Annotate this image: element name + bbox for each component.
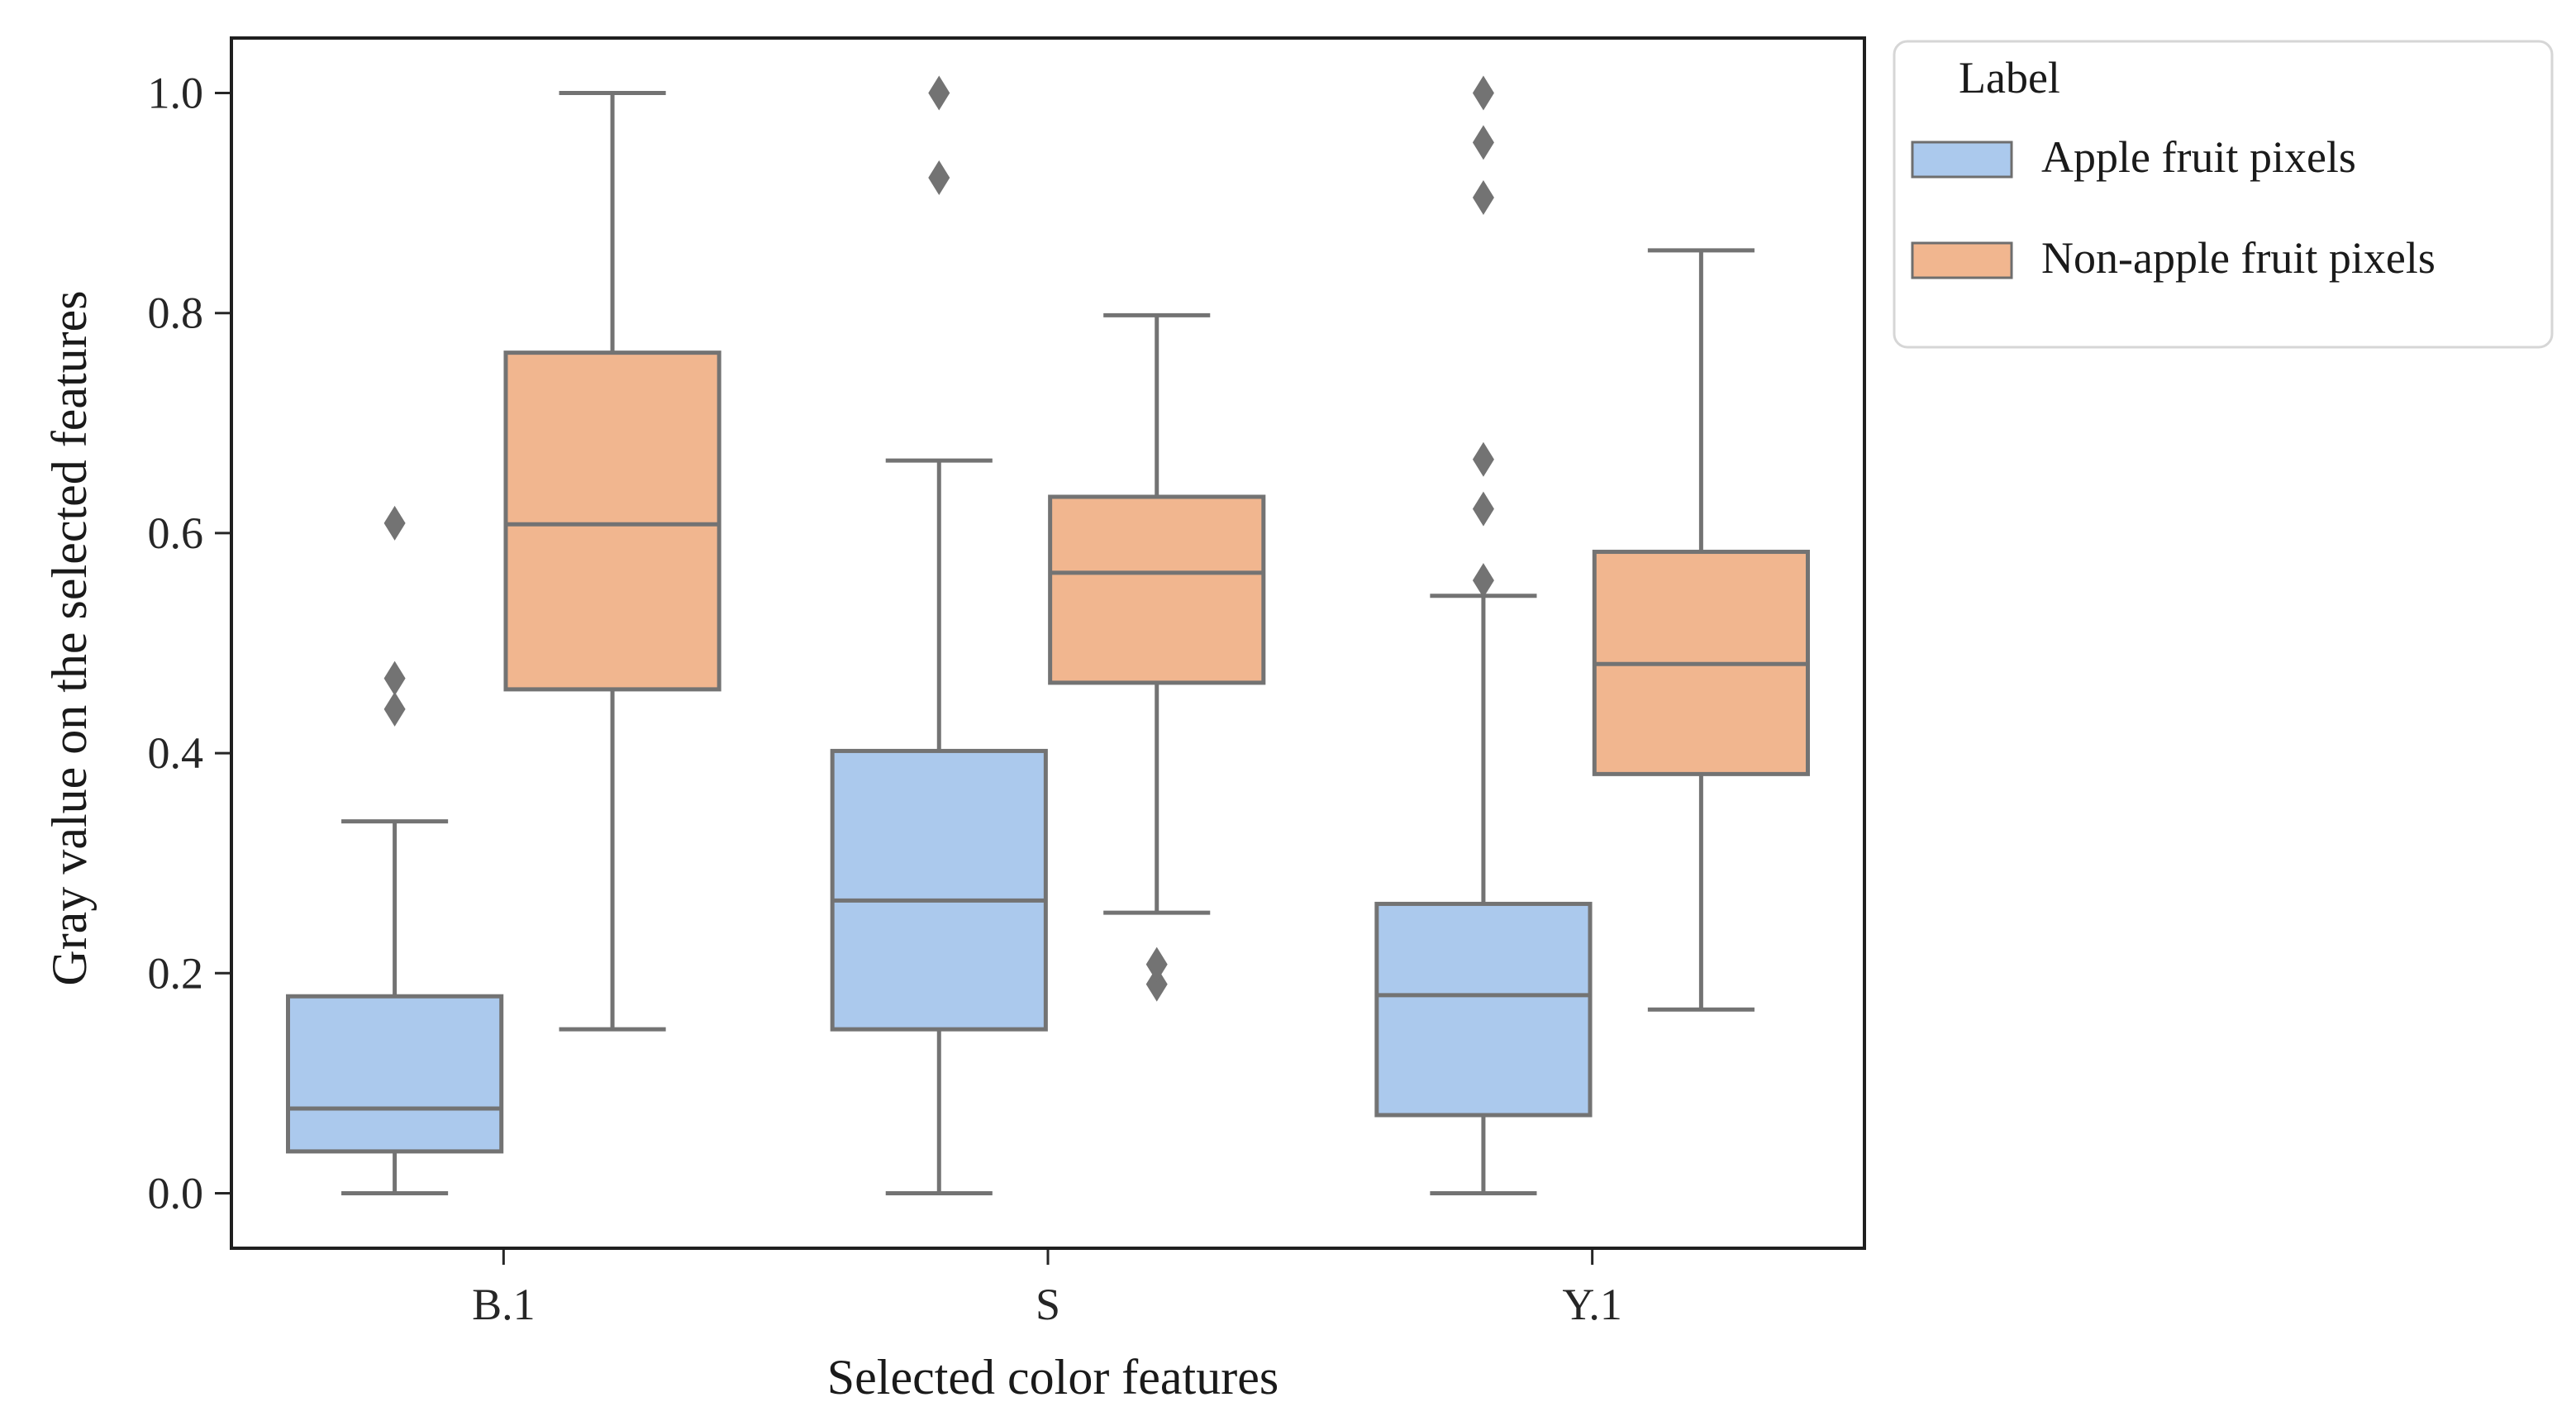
x-tick-label: Y.1 bbox=[1562, 1280, 1622, 1329]
outlier-point-apple bbox=[1472, 125, 1494, 160]
x-tick-label: B.1 bbox=[472, 1280, 536, 1329]
y-tick-label: 0.6 bbox=[148, 508, 204, 558]
legend-swatch-apple bbox=[1911, 141, 2013, 179]
y-tick-label: 1.0 bbox=[148, 69, 204, 118]
y-axis-title: Gray value on the selected features bbox=[42, 290, 97, 985]
legend-swatch-non-apple bbox=[1911, 241, 2013, 279]
box-apple bbox=[830, 748, 1048, 1032]
box-apple bbox=[286, 994, 504, 1154]
outlier-point-apple bbox=[1472, 75, 1494, 111]
outlier-point-non-apple bbox=[1145, 966, 1168, 1002]
box-non-apple bbox=[1048, 494, 1266, 685]
box-non-apple bbox=[503, 350, 721, 692]
y-tick-label: 0.0 bbox=[148, 1168, 204, 1218]
legend-title: Label bbox=[1959, 53, 2060, 103]
x-axis-title: Selected color features bbox=[827, 1350, 1278, 1404]
outlier-point-apple bbox=[1472, 441, 1494, 477]
legend-label-non-apple: Non-apple fruit pixels bbox=[2041, 233, 2436, 283]
plot-frame bbox=[230, 36, 1866, 1250]
y-tick-label: 0.8 bbox=[148, 288, 204, 338]
outlier-point-apple bbox=[383, 505, 406, 541]
box-apple bbox=[1374, 901, 1593, 1118]
y-tick-label: 0.2 bbox=[148, 948, 204, 998]
outlier-point-apple bbox=[383, 691, 406, 727]
outlier-point-apple bbox=[1472, 491, 1494, 527]
legend-label-apple: Apple fruit pixels bbox=[2041, 132, 2356, 182]
outlier-point-non-apple bbox=[1145, 947, 1168, 982]
y-tick-label: 0.4 bbox=[148, 728, 204, 778]
outlier-point-apple bbox=[928, 160, 950, 196]
legend-frame bbox=[1893, 40, 2554, 349]
x-tick-label: S bbox=[1036, 1280, 1060, 1329]
plot-area: 0.0 0.2 0.4 0.6 0.8 1.0 B.1 S Y.1 bbox=[148, 36, 1866, 1329]
outlier-point-apple bbox=[1472, 563, 1494, 598]
legend: Label Apple fruit pixels Non-apple fruit… bbox=[1893, 40, 2554, 349]
outlier-point-apple bbox=[1472, 179, 1494, 215]
outlier-point-apple bbox=[928, 75, 950, 111]
outlier-point-apple bbox=[383, 660, 406, 696]
